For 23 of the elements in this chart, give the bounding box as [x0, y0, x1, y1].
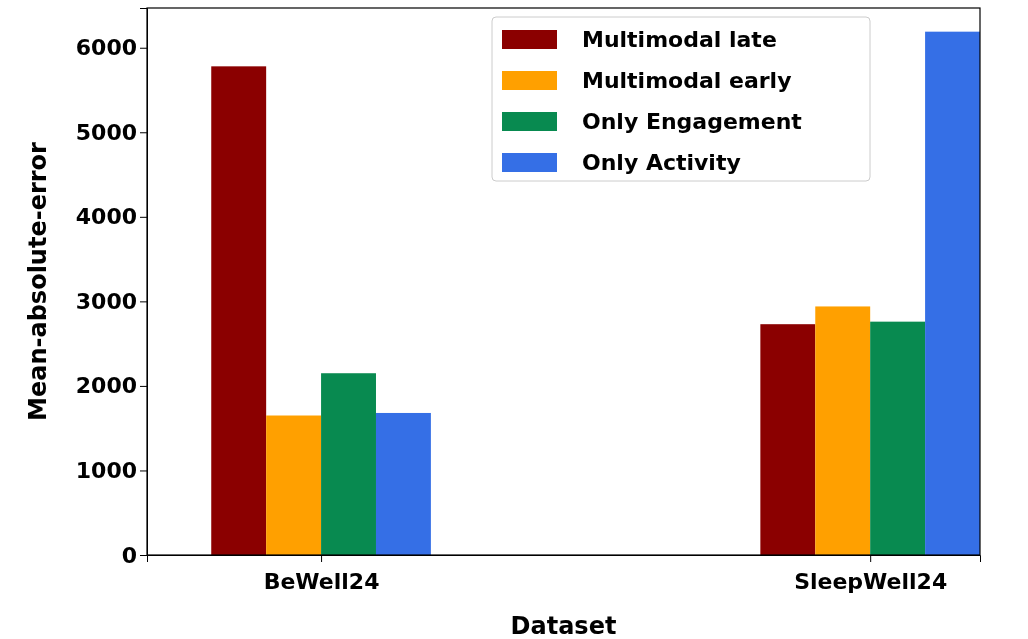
x-tick-label: BeWell24	[263, 569, 380, 595]
y-tick-label: 0	[121, 542, 137, 568]
x-tick-label: SleepWell24	[794, 569, 948, 595]
y-tick-label: 1000	[75, 458, 137, 483]
bar	[870, 321, 926, 555]
bar	[211, 66, 267, 555]
y-tick-label: 5000	[75, 119, 137, 145]
legend-label: Multimodal early	[582, 68, 792, 93]
bar	[321, 373, 376, 555]
bar	[760, 324, 816, 555]
bar	[925, 31, 980, 555]
bar	[266, 415, 322, 555]
legend-label: Only Engagement	[582, 109, 803, 134]
bar	[815, 306, 871, 555]
x-axis-title: Dataset	[510, 612, 617, 639]
legend-label: Multimodal late	[582, 27, 777, 52]
y-tick-label: 2000	[75, 373, 137, 399]
y-tick-label: 3000	[75, 288, 137, 314]
legend-label: Only Activity	[582, 150, 741, 175]
y-axis-title: Mean-absolute-error	[24, 141, 52, 421]
y-tick-label: 6000	[75, 35, 137, 61]
bar	[375, 412, 431, 555]
y-tick-label: 4000	[75, 204, 137, 230]
